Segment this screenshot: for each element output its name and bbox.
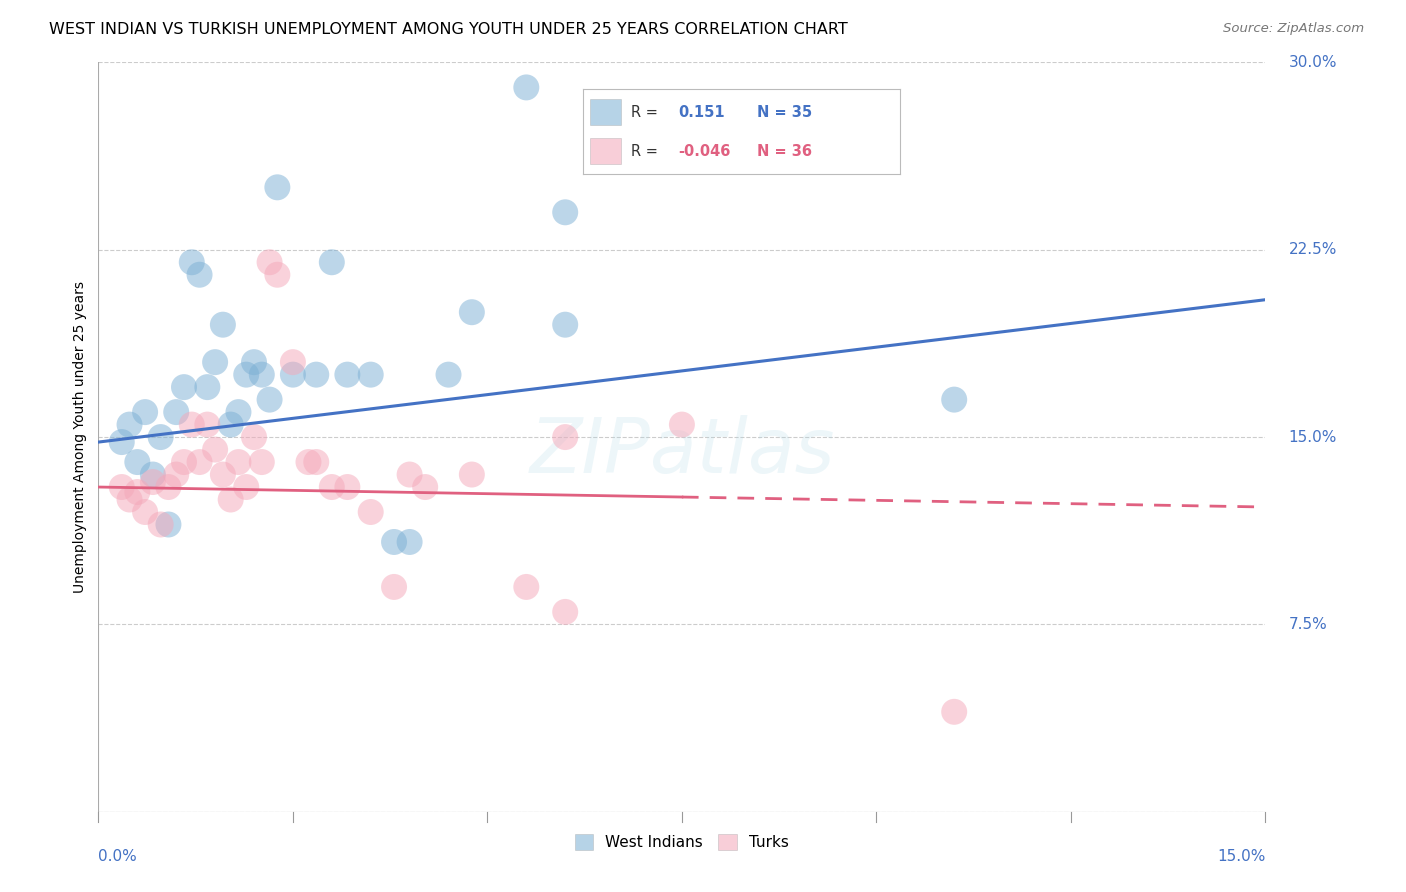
Point: [360, 368, 382, 382]
Point: [219, 417, 242, 432]
Text: N = 35: N = 35: [758, 104, 813, 120]
Text: 15.0%: 15.0%: [1289, 430, 1337, 444]
Point: [127, 455, 149, 469]
Point: [398, 467, 420, 482]
Text: 30.0%: 30.0%: [1289, 55, 1337, 70]
Text: Source: ZipAtlas.com: Source: ZipAtlas.com: [1223, 22, 1364, 36]
Point: [281, 355, 304, 369]
Point: [134, 505, 156, 519]
Text: 7.5%: 7.5%: [1289, 617, 1327, 632]
Point: [204, 442, 226, 457]
Point: [943, 705, 966, 719]
Point: [336, 480, 359, 494]
Point: [165, 405, 187, 419]
Point: [305, 455, 328, 469]
Point: [212, 467, 235, 482]
Point: [111, 480, 134, 494]
Point: [297, 455, 319, 469]
Point: [748, 143, 770, 157]
Point: [219, 492, 242, 507]
Point: [173, 455, 195, 469]
Text: R =: R =: [631, 104, 658, 120]
Point: [281, 368, 304, 382]
Point: [127, 485, 149, 500]
Point: [250, 455, 273, 469]
Point: [212, 318, 235, 332]
Point: [321, 255, 343, 269]
Text: 22.5%: 22.5%: [1289, 243, 1337, 257]
Point: [188, 268, 211, 282]
Point: [149, 517, 172, 532]
Point: [235, 480, 257, 494]
Point: [188, 455, 211, 469]
Point: [554, 605, 576, 619]
Point: [554, 205, 576, 219]
Point: [142, 467, 165, 482]
Point: [157, 480, 180, 494]
Point: [243, 355, 266, 369]
Point: [118, 417, 141, 432]
Point: [250, 368, 273, 382]
Point: [515, 80, 537, 95]
Text: ZIPatlas: ZIPatlas: [529, 415, 835, 489]
Point: [204, 355, 226, 369]
Point: [195, 417, 218, 432]
Point: [180, 255, 202, 269]
Bar: [591, 138, 621, 164]
Point: [413, 480, 436, 494]
Point: [321, 480, 343, 494]
Point: [165, 467, 187, 482]
Point: [228, 455, 250, 469]
Point: [142, 475, 165, 489]
Point: [259, 255, 281, 269]
Point: [671, 417, 693, 432]
Point: [180, 417, 202, 432]
Text: R =: R =: [631, 144, 658, 159]
Text: 0.0%: 0.0%: [98, 849, 138, 864]
Point: [336, 368, 359, 382]
Legend: West Indians, Turks: West Indians, Turks: [569, 829, 794, 856]
Text: 15.0%: 15.0%: [1218, 849, 1265, 864]
Text: N = 36: N = 36: [758, 144, 813, 159]
Point: [382, 580, 405, 594]
Point: [266, 268, 288, 282]
Point: [111, 435, 134, 450]
Point: [149, 430, 172, 444]
Point: [235, 368, 257, 382]
Text: WEST INDIAN VS TURKISH UNEMPLOYMENT AMONG YOUTH UNDER 25 YEARS CORRELATION CHART: WEST INDIAN VS TURKISH UNEMPLOYMENT AMON…: [49, 22, 848, 37]
Point: [554, 318, 576, 332]
Point: [134, 405, 156, 419]
Point: [173, 380, 195, 394]
Point: [461, 305, 484, 319]
Y-axis label: Unemployment Among Youth under 25 years: Unemployment Among Youth under 25 years: [73, 281, 87, 593]
Text: -0.046: -0.046: [678, 144, 731, 159]
Point: [118, 492, 141, 507]
Point: [360, 505, 382, 519]
Point: [228, 405, 250, 419]
Point: [461, 467, 484, 482]
Point: [195, 380, 218, 394]
Point: [243, 430, 266, 444]
Point: [554, 430, 576, 444]
Text: 0.151: 0.151: [678, 104, 725, 120]
Point: [305, 368, 328, 382]
Point: [437, 368, 460, 382]
Bar: [591, 99, 621, 125]
Point: [382, 535, 405, 549]
Point: [259, 392, 281, 407]
Point: [943, 392, 966, 407]
Point: [398, 535, 420, 549]
Point: [515, 580, 537, 594]
Point: [157, 517, 180, 532]
Point: [266, 180, 288, 194]
